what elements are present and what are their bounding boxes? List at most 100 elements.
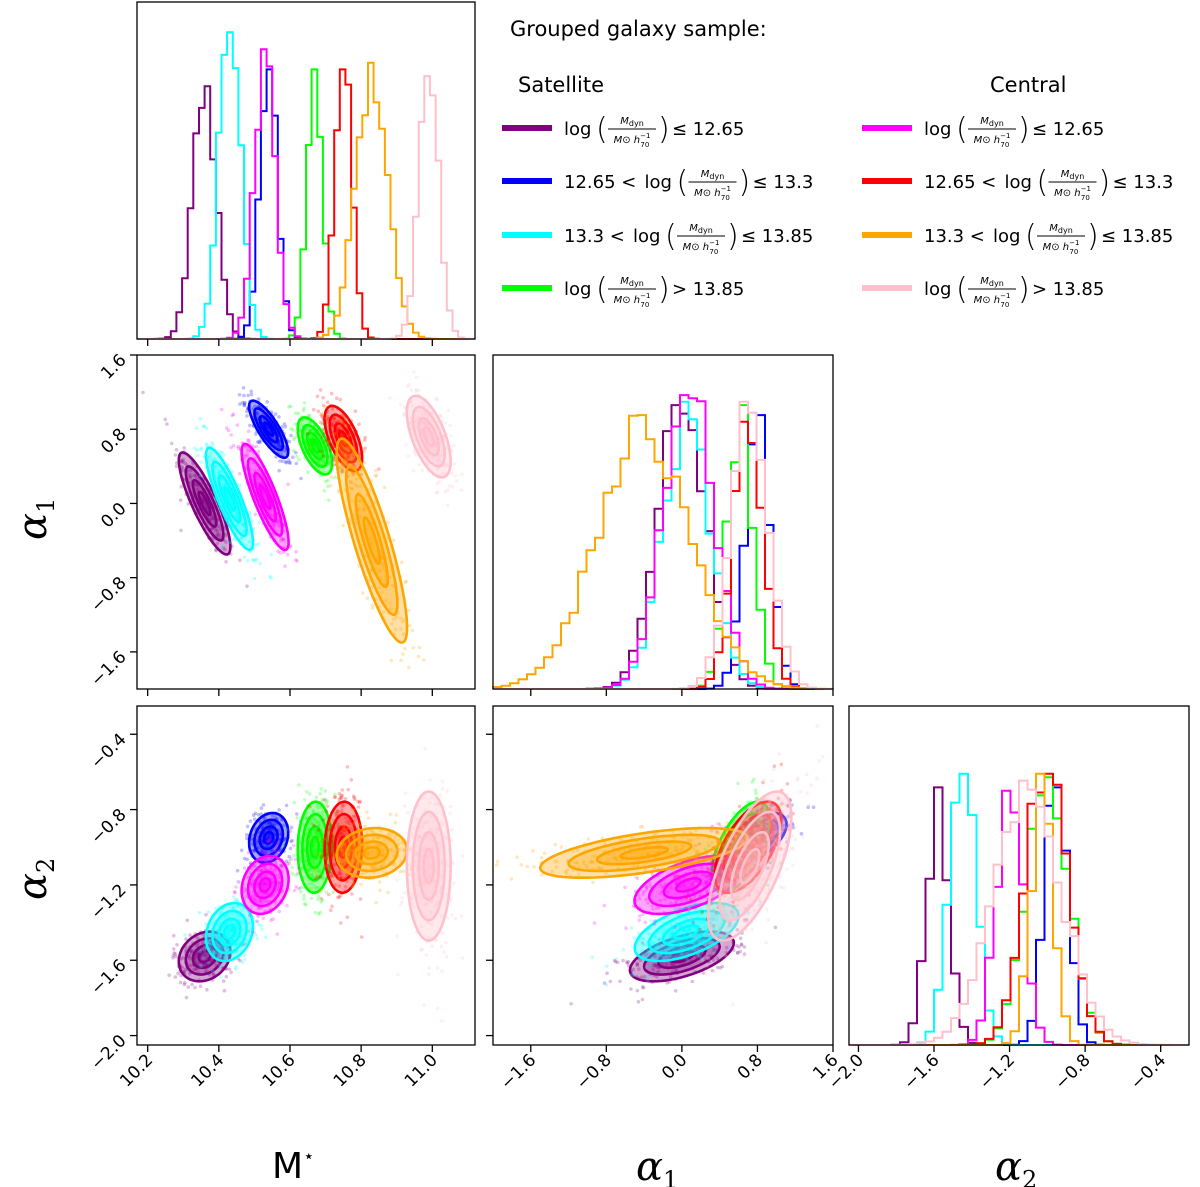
scatter-point [242,401,247,406]
scatter-point [223,956,227,960]
contour-level [411,810,447,922]
scatter-point [211,537,216,542]
contour-level [247,399,290,460]
scatter-point [296,866,301,870]
scatter-point [671,962,675,967]
scatter-point [445,463,450,468]
scatter-point [294,411,298,416]
scatter-point [246,393,250,398]
scatter-point [333,432,337,436]
scatter-point [366,527,371,531]
scatter-point [377,568,382,573]
scatter-point [245,409,249,414]
scatter-point [237,880,241,885]
scatter-point [226,428,231,433]
scatter-point [382,578,387,583]
scatter-point [237,393,242,397]
scatter-point [439,453,443,457]
scatter-point [221,546,226,550]
scatter-point [288,404,293,409]
scatter-point [284,859,289,864]
scatter-point [715,965,720,970]
scatter-point [336,895,340,900]
scatter-point [309,821,314,825]
scatter-point [208,455,212,460]
scatter-point [195,944,199,948]
scatter-point [316,828,321,832]
scatter-point [319,854,323,859]
scatter-point [219,975,223,979]
scatter-point [425,423,430,427]
scatter-point [632,973,636,977]
scatter-point [346,454,350,459]
scatter-point [707,954,711,958]
scatter-point [380,590,384,594]
scatter-point [314,831,318,835]
scatter-point [281,537,285,542]
scatter-point [445,503,450,508]
scatter-point [237,472,242,476]
scatter-point [258,898,263,902]
scatter-point [256,397,261,401]
scatter-point [181,956,185,960]
scatter-point [643,974,647,979]
scatter-point [326,484,330,489]
scatter-point [258,561,262,566]
scatter-point [670,931,675,936]
scatter-point [274,521,279,525]
scatter-point [418,834,422,839]
scatter-point [330,423,334,427]
scatter-point [402,847,406,852]
scatter-point [332,862,337,867]
scatter-point [422,403,427,408]
scatter-point [283,837,287,841]
scatter-point [331,417,336,422]
scatter-point [278,551,283,555]
scatter-point [276,882,281,886]
scatter-point [326,442,330,447]
scatter-point [602,981,607,985]
scatter-point [640,985,645,989]
scatter-point [188,963,193,968]
scatter-point [295,454,299,459]
scatter-point [238,939,242,944]
contour-level [335,437,409,644]
scatter-point [395,878,399,882]
scatter-point [277,808,281,812]
scatter-point [629,926,634,930]
scatter-point [351,794,356,798]
scatter-point [402,848,407,853]
scatter-point [380,854,385,858]
series-6-cloud [308,405,433,689]
scatter-point [414,387,419,392]
scatter-point [236,879,241,884]
scatter-point [249,389,253,394]
scatter-point [179,528,183,533]
scatter-point [328,871,333,876]
scatter-point [701,971,705,975]
scatter-point [287,458,291,463]
scatter-point [238,558,242,563]
scatter-point [255,936,260,941]
scatter-point [263,881,267,886]
panel-frame [136,354,476,690]
scatter-point [332,455,336,460]
scatter-point [171,953,176,958]
scatter-point [172,933,176,938]
scatter-point [302,897,306,901]
scatter-point [258,900,262,904]
scatter-point [742,945,747,949]
scatter-point [251,526,256,531]
scatter-point [261,849,265,854]
scatter-point [231,904,236,908]
scatter-point [293,422,298,427]
scatter-point [303,429,307,434]
scatter-point [632,936,636,940]
contour-level [405,394,453,479]
scatter-point [365,852,370,857]
scatter-point [367,515,371,519]
scatter-point [315,394,320,399]
scatter-point [428,801,432,805]
scatter-point [363,824,368,829]
scatter-point [669,974,673,979]
